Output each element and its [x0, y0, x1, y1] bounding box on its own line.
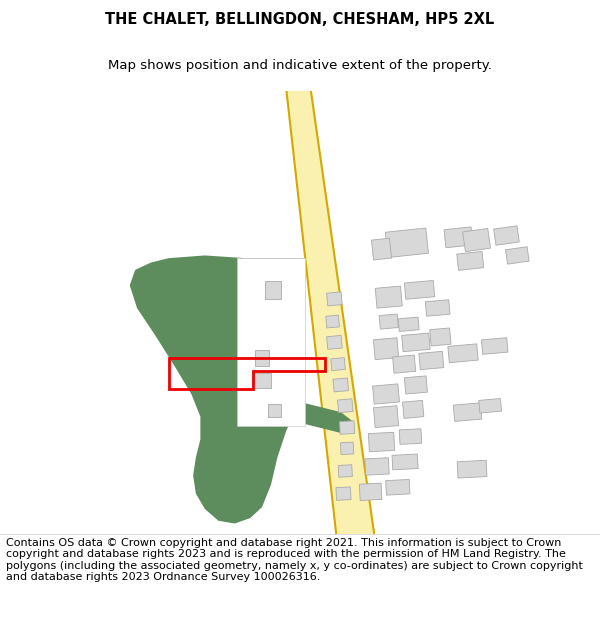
Polygon shape	[419, 351, 444, 369]
Polygon shape	[463, 228, 491, 252]
Polygon shape	[399, 429, 422, 444]
Polygon shape	[373, 338, 398, 359]
Polygon shape	[457, 460, 487, 478]
Polygon shape	[385, 228, 428, 258]
Polygon shape	[365, 458, 389, 475]
Polygon shape	[326, 292, 342, 306]
Polygon shape	[448, 344, 478, 362]
Polygon shape	[340, 442, 354, 454]
Polygon shape	[392, 355, 416, 373]
Polygon shape	[130, 256, 305, 524]
Polygon shape	[373, 406, 398, 428]
Polygon shape	[403, 401, 424, 418]
Polygon shape	[453, 403, 482, 421]
Polygon shape	[253, 373, 271, 388]
Polygon shape	[479, 399, 502, 413]
Text: THE CHALET, BELLINGDON, CHESHAM, HP5 2XL: THE CHALET, BELLINGDON, CHESHAM, HP5 2XL	[106, 12, 494, 28]
Polygon shape	[333, 378, 349, 392]
Polygon shape	[375, 286, 402, 308]
Polygon shape	[398, 317, 419, 331]
Text: Map shows position and indicative extent of the property.: Map shows position and indicative extent…	[108, 59, 492, 72]
Polygon shape	[338, 465, 352, 478]
Polygon shape	[457, 251, 484, 270]
Polygon shape	[305, 403, 353, 433]
Polygon shape	[338, 399, 353, 412]
Polygon shape	[326, 315, 340, 328]
Polygon shape	[255, 349, 269, 366]
Polygon shape	[404, 376, 427, 394]
Polygon shape	[268, 404, 281, 417]
Polygon shape	[331, 357, 346, 371]
Text: Contains OS data © Crown copyright and database right 2021. This information is : Contains OS data © Crown copyright and d…	[6, 538, 583, 582]
Polygon shape	[340, 421, 355, 434]
Polygon shape	[336, 487, 351, 501]
Polygon shape	[379, 314, 398, 329]
Polygon shape	[444, 227, 473, 248]
Polygon shape	[326, 336, 342, 349]
Polygon shape	[404, 281, 434, 299]
Polygon shape	[494, 226, 519, 245]
Polygon shape	[265, 281, 281, 299]
Polygon shape	[371, 238, 392, 260]
Polygon shape	[373, 384, 400, 404]
Polygon shape	[286, 91, 374, 534]
Polygon shape	[481, 338, 508, 354]
Polygon shape	[430, 328, 451, 346]
Polygon shape	[401, 333, 430, 352]
Polygon shape	[506, 247, 529, 264]
Polygon shape	[359, 483, 382, 501]
Polygon shape	[425, 300, 450, 316]
Polygon shape	[392, 454, 418, 470]
Polygon shape	[236, 258, 305, 426]
Polygon shape	[368, 432, 395, 452]
Polygon shape	[386, 479, 410, 495]
